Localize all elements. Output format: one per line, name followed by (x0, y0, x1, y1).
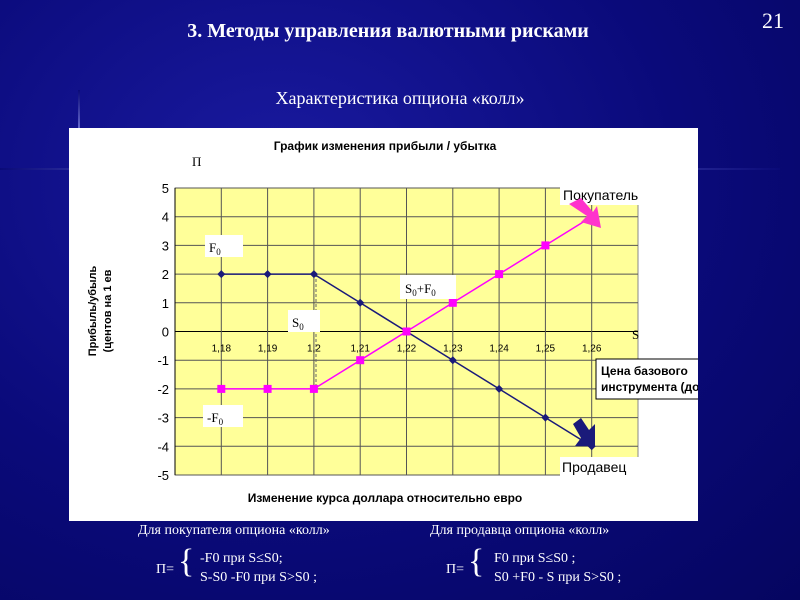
x-tick-label: 1,21 (350, 344, 370, 355)
data-point (217, 270, 226, 279)
data-point (541, 241, 550, 250)
data-point (263, 384, 272, 393)
data-point (309, 384, 318, 393)
neg-f0-label-box (203, 405, 243, 427)
y-tick-label: 5 (162, 181, 169, 196)
data-point (356, 298, 365, 307)
profit-loss-chart: График изменения прибыли / убытка 5 4 3 2 1 0… (87, 139, 698, 505)
s0-label-box (288, 310, 320, 332)
buyer-formula-heading: Для покупателя опциона «колл» (138, 523, 330, 538)
y-tick-label: -5 (157, 468, 169, 483)
seller-brace: { (468, 543, 485, 580)
chart-title: График изменения прибыли / убытка (274, 139, 497, 153)
buyer-arrow-icon (569, 198, 601, 228)
slide-subtitle: Характеристика опциона «колл» (275, 88, 525, 108)
data-point (402, 327, 411, 336)
y-axis-label-line1: Прибыль/убыль (87, 266, 99, 357)
s0f0-label-box (400, 275, 456, 299)
seller-formula-heading: Для продавца опциона «колл» (430, 523, 610, 538)
series-group (217, 212, 596, 451)
underlying-label-line2: инструмента (доллар) (601, 380, 698, 394)
y-tick-label: 0 (162, 325, 169, 340)
x-tick-label: 1,2 (307, 344, 321, 355)
s0f0-label: S0+F0 (405, 281, 436, 298)
s0-label: S0 (292, 315, 304, 332)
data-point (495, 270, 504, 279)
data-point (448, 298, 457, 307)
data-point (356, 356, 365, 365)
x-tick-label: 1,19 (258, 344, 278, 355)
underlying-label-line1: Цена базового (601, 364, 688, 378)
buyer-label: Покупатель (563, 187, 638, 203)
y-axis-label-line2: (центов на 1 ев (102, 269, 114, 352)
pi-label: П (192, 154, 201, 169)
y-tick-label: 2 (162, 267, 169, 282)
data-point (263, 270, 272, 279)
x-tick-label: 1,24 (489, 344, 509, 355)
data-point (309, 270, 318, 279)
y-tick-label: -2 (157, 382, 169, 397)
f0-label-box (205, 235, 243, 257)
buyer-formula-line2: S-S0 -F0 при S>S0 ; (200, 570, 318, 585)
seller-pi-eq: П= (446, 562, 465, 577)
f0-label: F0 (209, 240, 221, 257)
x-tick-label: 1,26 (582, 344, 602, 355)
s-axis-label: S (632, 327, 639, 342)
seller-arrow-icon (573, 418, 595, 446)
data-point (495, 384, 504, 393)
x-tick-label: 1,18 (212, 344, 232, 355)
slide-number: 21 (762, 8, 784, 33)
seller-label: Продавец (562, 459, 626, 475)
seller-formula-line2: S0 +F0 - S при S>S0 ; (494, 570, 622, 585)
y-tick-label: 3 (162, 238, 169, 253)
x-tick-labels: 1,18 1,19 1,2 1,21 1,22 1,23 1,24 1,25 1,26 (212, 344, 602, 355)
seller-formula-line1: F0 при S≤S0 ; (494, 551, 576, 566)
x-tick-label: 1,22 (397, 344, 417, 355)
y-tick-label: -4 (157, 439, 169, 454)
x-tick-label: 1,23 (443, 344, 463, 355)
y-tick-label: -3 (157, 411, 169, 426)
underlying-label-box (595, 358, 698, 400)
data-point (541, 413, 550, 422)
x-axis-label: Изменение курса доллара относительно евр… (248, 491, 523, 505)
y-tick-label: 4 (162, 210, 169, 225)
data-point (217, 384, 226, 393)
chart-container: График изменения прибыли / убытка 5 4 3 2 1 0… (69, 128, 698, 521)
seller-label-box (560, 457, 642, 477)
buyer-formula-line1: -F0 при S≤S0; (200, 551, 283, 566)
buyer-brace: { (178, 543, 195, 580)
neg-f0-label: -F0 (207, 410, 224, 427)
buyer-pi-eq: П= (156, 562, 175, 577)
y-tick-label: 1 (162, 296, 169, 311)
y-tick-label: -1 (157, 353, 169, 368)
y-tick-labels: 5 4 3 2 1 0 -1 -2 -3 -4 -5 (157, 181, 169, 483)
slide-title: 3. Методы управления валютными рисками (187, 20, 589, 42)
x-tick-label: 1,25 (536, 344, 556, 355)
data-point (448, 356, 457, 365)
